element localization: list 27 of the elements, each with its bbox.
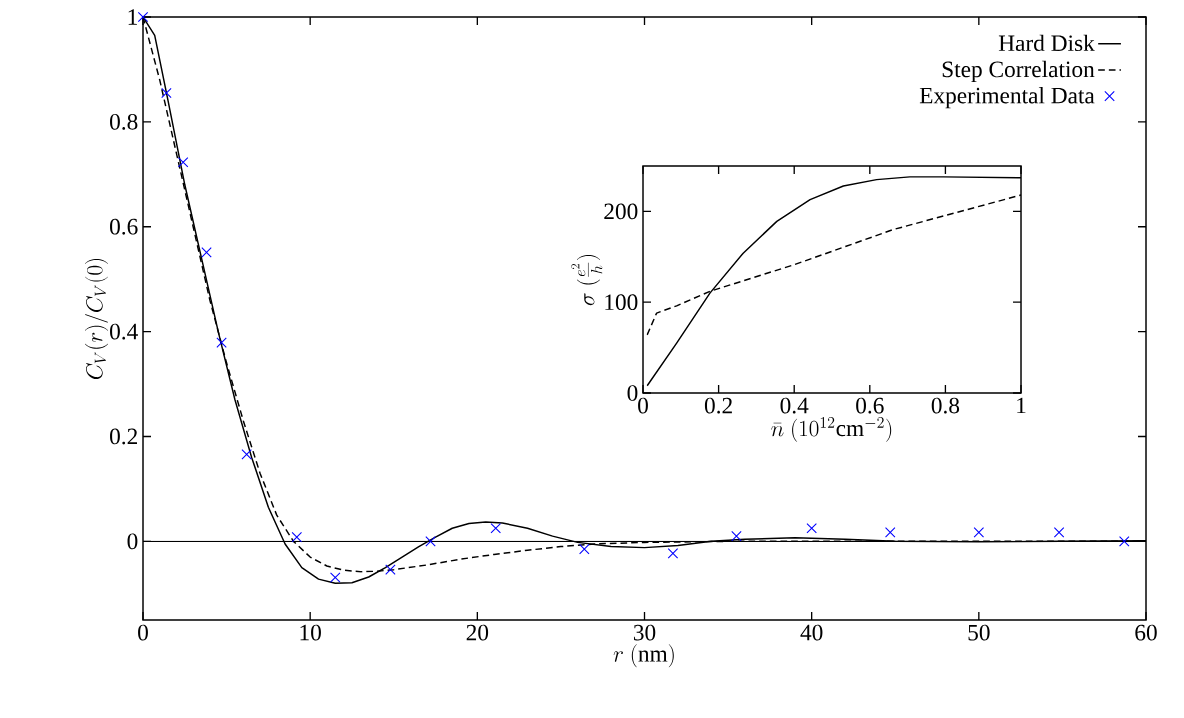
x-axis-title: $\bar{n}\ (10^{12}\mathrm{cm}^{-2})$ — [771, 417, 892, 442]
y-axis-title: $C_V(r)/C_V(0)$ — [84, 258, 108, 380]
x-tick-label: 20 — [466, 624, 489, 641]
y-tick-label: 100 — [605, 294, 638, 311]
x-tick-label: 1 — [1017, 397, 1026, 414]
legend-label: Experimental Data — [919, 87, 1095, 109]
x-tick-label: 0.6 — [856, 397, 884, 414]
x-tick-label: 0.4 — [780, 397, 809, 414]
x-tick-label: 40 — [800, 624, 823, 641]
legend-label: Step Correlation — [942, 60, 1095, 83]
x-tick-label: 60 — [1135, 624, 1157, 641]
x-tick-label: 10 — [300, 624, 321, 641]
y-tick-label: 0.2 — [110, 428, 137, 445]
y-tick-label: 200 — [604, 203, 638, 220]
x-axis-title: $r\ (\mathrm{nm})$ — [613, 644, 674, 668]
legend-label: Hard Disk — [998, 34, 1095, 52]
y-tick-label: 0 — [127, 533, 138, 550]
x-tick-label: 0.2 — [704, 397, 732, 414]
x-tick-label: 30 — [633, 624, 656, 641]
y-axis-title: $\sigma\ (\frac{e^2}{h})$ — [571, 255, 603, 306]
x-tick-label: 0.8 — [931, 397, 960, 414]
y-tick-label: 1 — [128, 9, 137, 25]
y-tick-label: 0.4 — [110, 323, 138, 340]
y-tick-label: 0.6 — [110, 218, 138, 235]
y-tick-label: 0 — [627, 385, 638, 401]
x-tick-label: 50 — [968, 624, 990, 641]
y-tick-label: 0.8 — [110, 113, 138, 130]
